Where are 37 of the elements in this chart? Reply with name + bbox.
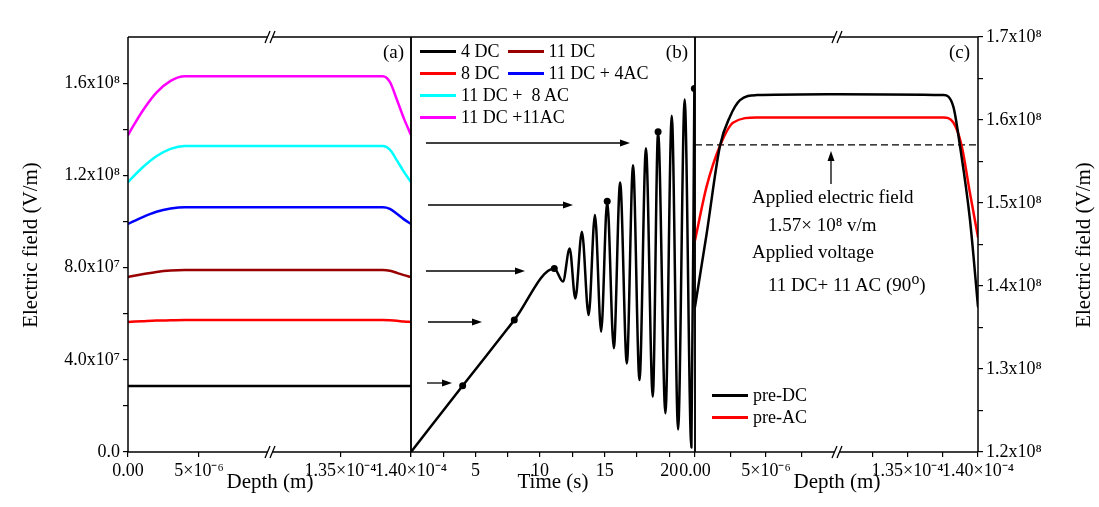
legend-label: 4 DC [461,41,500,61]
y-tick-label: 0.0 [97,440,120,461]
annotation: Applied electric field [752,186,914,207]
x-tick-label: 0.00 [112,459,144,480]
legend-label: pre-AC [753,406,807,427]
legend-label: 8 DC [461,62,500,83]
legend-label: pre-DC [753,385,807,405]
x-tick-label: 5×10⁻⁶ [174,459,224,480]
annotation: (a) [382,41,404,62]
annotation: 1.57× 10⁸ v/m [768,214,877,235]
x-tick-label: 15 [595,459,614,480]
legend-label: 11 DC + 4AC [548,62,649,83]
x-tick-label: 0.00 [679,459,711,480]
y2-axis-title: Electric field (V/m) [1070,162,1095,328]
y-tick-label: 8.0x10⁷ [64,256,120,277]
annotation: (b) [665,41,688,62]
x-tick-label: 1.40×10⁻⁴ [375,459,447,480]
legend-label: 11 DC + 8 AC [461,84,569,105]
legend-label: 11 DC [548,41,596,61]
x-tick-label: 5 [471,459,481,480]
y2-tick-label: 1.5x10⁸ [986,191,1042,212]
y-tick-label: 1.2x10⁸ [64,164,120,185]
x-tick-label: 1.40×10⁻⁴ [942,459,1014,480]
annotation: 11 DC+ 11 AC (90$^{o}$) [768,270,926,296]
x-tick-label: 5×10⁻⁶ [741,459,791,480]
legend-label: 11 DC +11AC [461,106,565,127]
y2-tick-label: 1.3x10⁸ [986,357,1042,378]
y2-tick-label: 1.7x10⁸ [986,25,1042,46]
y-tick-label: 1.6x10⁸ [64,71,120,92]
y-axis-title: Electric field (V/m) [17,162,42,328]
x-tick-label: 20 [660,459,679,480]
y2-tick-label: 1.4x10⁸ [986,274,1042,295]
annotation: (c) [948,41,970,62]
y2-tick-label: 1.2x10⁸ [986,440,1042,461]
annotation: Applied voltage [752,241,874,262]
y2-tick-label: 1.6x10⁸ [986,108,1042,129]
y-tick-label: 4.0x10⁷ [64,348,120,369]
